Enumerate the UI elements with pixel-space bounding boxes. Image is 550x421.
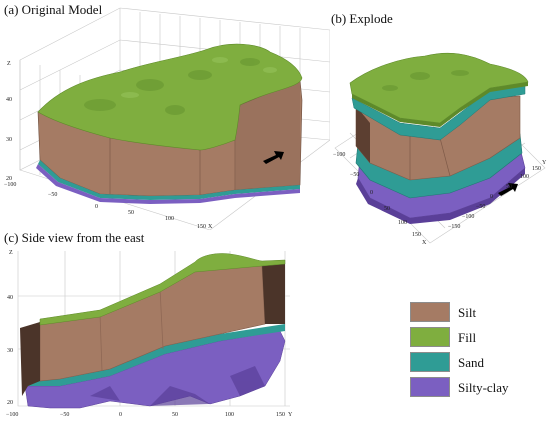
panel-b-y-tick-label: −150 (448, 224, 460, 230)
panel-b-y-tick-label: 100 (520, 174, 529, 180)
panel-a-silt-shade (235, 80, 300, 190)
panel-c-z-tick-label: 30 (7, 348, 13, 354)
legend-item-fill: Fill (410, 327, 540, 349)
panel-a-original-model: Z 40 30 20 −100 −50 0 50 100 150 X (4, 7, 330, 230)
panel-c-y-tick-label: Y (288, 412, 293, 418)
panel-a-x-tick-label: 150 (197, 224, 206, 230)
panel-c-y-tick-label: 50 (172, 412, 178, 418)
panel-c-z-tick-label: 20 (7, 400, 13, 406)
panel-a-x-tick-label: 50 (128, 210, 134, 216)
panel-a-z-tick-label: 40 (6, 97, 12, 103)
panel-a-title: (a) Original Model (4, 2, 103, 17)
panel-a-x-tick-label: −100 (4, 182, 16, 188)
panel-c-left-face (20, 322, 40, 396)
legend-label: Sand (458, 355, 484, 370)
panel-c-fill-layer (39, 253, 286, 326)
panel-c-sand-layer (28, 324, 285, 386)
legend-label: Silt (458, 305, 477, 320)
panel-b-y-tick-label: −50 (476, 204, 485, 210)
panel-c-title: (c) Side view from the east (4, 230, 145, 245)
panel-c-right-face (262, 262, 285, 324)
panel-a-z-tick-label: 20 (6, 176, 12, 182)
panel-b-fill-layer (349, 52, 529, 124)
legend-item-silt: Silt (410, 302, 540, 324)
panel-b-x-tick-label: X (422, 240, 427, 246)
legend-swatch-silty-clay (410, 377, 450, 397)
panel-a-z-tick-label: 30 (6, 137, 12, 143)
legend-item-sand: Sand (410, 352, 540, 374)
panel-c-y-tick-label: 100 (225, 412, 234, 418)
legend-swatch-sand (410, 352, 450, 372)
legend-swatch-fill (410, 327, 450, 347)
panel-b-y-tick-label: 50 (506, 184, 512, 190)
panel-b-y-tick-label: 150 (532, 166, 541, 172)
panel-c-z-tick-label: Z (9, 250, 13, 256)
panel-c-z-tick-label: 40 (7, 295, 13, 301)
panel-b-x-tick-label: −50 (350, 172, 359, 178)
panel-c-y-tick-label: 150 (276, 412, 285, 418)
panel-b-y-tick-label: −100 (462, 214, 474, 220)
panel-a-x-tick-label: 0 (95, 204, 98, 210)
panel-b-x-tick-label: 100 (398, 220, 407, 226)
panel-b-x-tick-label: −100 (333, 152, 345, 158)
panel-c-y-tick-label: −50 (60, 412, 69, 418)
panel-a-north-arrow-icon (263, 151, 284, 164)
panel-b-title: (b) Explode (331, 11, 393, 26)
legend-label: Fill (458, 330, 477, 345)
legend-label: Silty-clay (458, 380, 509, 395)
panel-b-x-tick-label: 50 (384, 206, 390, 212)
panel-a-x-tick-label: 100 (165, 216, 174, 222)
panel-a-x-tick-label: −50 (48, 192, 57, 198)
panel-b-explode: −100 −50 0 50 100 150 X −150 −100 −50 0 … (333, 52, 547, 246)
panel-b-x-tick-label: 0 (370, 190, 373, 196)
legend-swatch-silt (410, 302, 450, 322)
panel-c-y-tick-label: 0 (119, 412, 122, 418)
panel-a-z-tick-label: Z (7, 61, 11, 67)
panel-b-sand-layer-upper (351, 85, 526, 141)
panel-c-side-view: Z 40 30 20 −100 −50 0 50 100 150 Y (6, 250, 293, 418)
panel-b-y-tick-label: Y (542, 160, 547, 166)
panel-c-y-tick-label: −100 (6, 412, 18, 418)
panel-b-y-tick-label: 0 (490, 194, 493, 200)
legend-item-silty-clay: Silty-clay (410, 377, 540, 399)
panel-a-fill-top (37, 43, 303, 151)
panel-b-x-tick-label: 150 (412, 232, 421, 238)
panel-b-north-arrow-icon (498, 183, 518, 196)
panel-a-x-tick-label: X (208, 224, 213, 230)
